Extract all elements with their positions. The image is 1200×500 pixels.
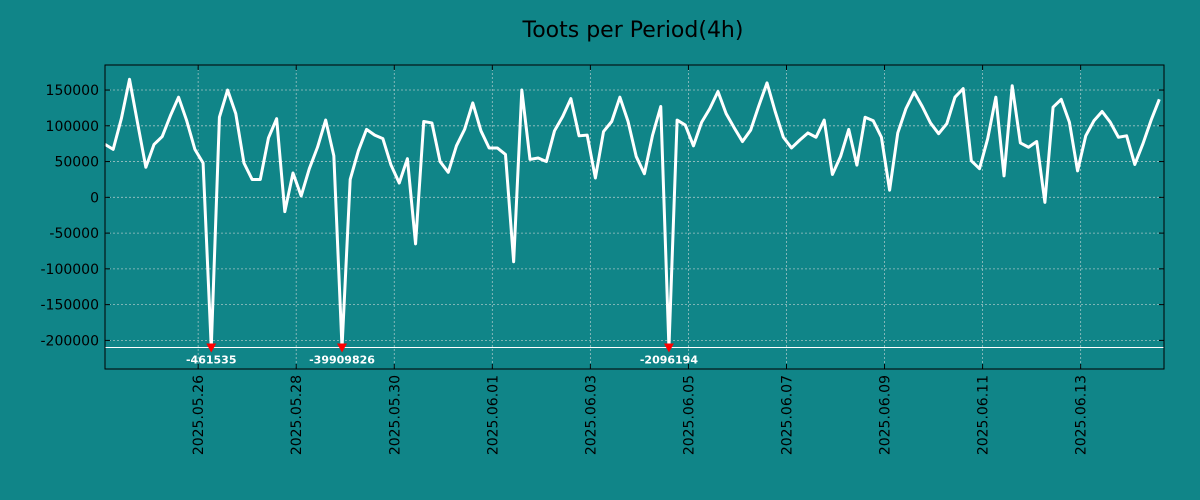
x-tick-label: 2025.06.03 [583,375,599,455]
clipped-point-label: -461535 [186,354,237,367]
x-tick-label: 2025.05.30 [387,375,403,455]
plot-frame [104,64,1165,370]
clipped-point-marker [663,343,674,353]
y-tick-label: -50000 [49,226,99,242]
x-tick-label: 2025.06.11 [976,375,992,455]
clipped-point-label: -39909826 [309,354,375,367]
y-tick-label: -100000 [41,262,100,278]
y-tick-label: 150000 [46,83,99,99]
y-tick-label: -150000 [41,298,100,314]
x-tick-label: 2025.06.01 [485,375,501,455]
x-axis: 2025.05.26 2025.05.28 2025.05.30 2025.06.01… [191,65,1090,455]
series-line-toots [104,77,1161,350]
plot-area [105,65,1164,369]
y-axis: 150000 100000 50000 0 -50000 -100000 -150000 -2… [41,83,1164,349]
x-tick-label: 2025.06.07 [779,375,795,455]
y-tick-label: 100000 [46,119,99,135]
y-tick-label: 50000 [54,155,99,171]
clipped-point-marker [337,343,348,353]
clipped-markers: -461535 -39909826 -2096194 [186,343,698,367]
x-tick-label: 2025.06.09 [878,375,894,455]
y-tick-label: 0 [90,190,99,206]
x-tick-label: 2025.06.13 [1074,375,1090,455]
x-tick-label: 2025.05.26 [191,375,207,455]
clipped-point-marker [206,343,217,353]
gridlines [105,65,1164,369]
y-tick-label: -200000 [41,333,100,349]
chart-title: Toots per Period(4h) [522,18,744,43]
x-tick-label: 2025.05.28 [289,375,305,455]
x-tick-label: 2025.06.05 [681,375,697,455]
clipped-point-label: -2096194 [640,354,698,367]
